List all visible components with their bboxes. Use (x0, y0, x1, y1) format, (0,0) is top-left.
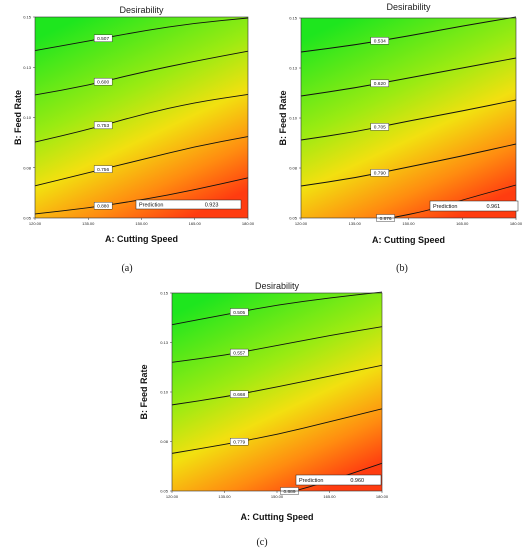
x-tick-label: 165.00 (323, 494, 336, 499)
y-tick-label: 0.10 (289, 116, 298, 121)
contour-line-0.779 (171, 408, 383, 454)
desirability-field (301, 18, 516, 218)
contour-line-0.880 (34, 177, 249, 215)
contour-label-box (370, 37, 389, 45)
y-axis-label: B: Feed Rate (13, 90, 23, 145)
contour-label: 0.790 (374, 171, 386, 177)
y-tick-label: 0.15 (160, 291, 169, 296)
x-tick-label: 180.00 (376, 494, 389, 499)
contour-label-box (370, 123, 389, 131)
contour-line-0.600 (34, 50, 249, 96)
contour-label: 0.505 (233, 310, 245, 316)
contour-label-box (229, 390, 249, 398)
y-axis-label: B: Feed Rate (278, 90, 288, 145)
prediction-label: Prediction (433, 204, 457, 210)
contour-label-box (93, 201, 113, 210)
x-tick-label: 120.00 (166, 494, 179, 499)
y-axis-label: B: Feed Rate (139, 364, 149, 419)
contour-line-0.756 (34, 136, 249, 187)
contour-label: 0.753 (97, 123, 109, 129)
contour-label-box (93, 121, 113, 130)
contour-line-0.557 (171, 326, 383, 363)
panel-caption: (b) (396, 263, 408, 274)
x-tick-label: 180.00 (510, 221, 523, 226)
contour-label: 0.534 (374, 39, 386, 45)
contour-label-box (93, 34, 113, 43)
desirability-field (172, 293, 382, 491)
y-tick-label: 0.10 (160, 390, 169, 395)
prediction-value: 0.961 (486, 204, 500, 210)
contour-label: 0.600 (97, 79, 109, 85)
x-tick-label: 180.00 (242, 221, 255, 226)
y-tick-label: 0.05 (160, 489, 169, 494)
x-axis-label: A: Cutting Speed (372, 235, 445, 245)
panel-caption: (c) (256, 537, 267, 548)
prediction-label: Prediction (139, 203, 163, 209)
y-tick-label: 0.13 (23, 65, 32, 70)
y-tick-label: 0.13 (160, 340, 169, 345)
y-tick-label: 0.08 (23, 165, 32, 170)
y-tick-label: 0.13 (289, 66, 298, 71)
contour-panel-a: 0.507 0.600 0.753 0.756 0.880 Desirability 120… (13, 5, 255, 274)
contour-label: 0.880 (97, 203, 109, 209)
x-tick-label: 135.00 (82, 221, 95, 226)
x-tick-label: 150.00 (271, 494, 284, 499)
x-tick-label: 135.00 (349, 221, 362, 226)
contour-panel-b: 0.534 0.620 0.705 0.790 0.876 Desirability 120… (278, 2, 523, 274)
contour-label-box (93, 77, 113, 86)
contour-label: 0.557 (233, 350, 245, 356)
contour-label: 0.756 (97, 167, 109, 173)
contour-label-box (229, 437, 249, 446)
contour-line-0.668 (171, 364, 383, 406)
contour-label-box (93, 165, 113, 173)
y-tick-label: 0.08 (289, 166, 298, 171)
contour-label-box (229, 308, 249, 316)
panel-caption: (a) (121, 263, 132, 274)
contour-line-0.507 (34, 17, 249, 52)
prediction-box (429, 200, 519, 212)
contour-label-box (370, 169, 389, 177)
contour-label: 0.620 (374, 81, 386, 87)
prediction-box (135, 199, 242, 210)
prediction-label: Prediction (299, 478, 323, 484)
y-tick-label: 0.10 (23, 115, 32, 120)
x-tick-label: 165.00 (456, 221, 469, 226)
contour-label-box (370, 79, 389, 88)
x-tick-label: 120.00 (29, 221, 42, 226)
contour-line-0.753 (34, 93, 249, 143)
x-axis-label: A: Cutting Speed (105, 234, 178, 244)
desirability-field (35, 17, 248, 218)
contour-label-box (229, 348, 249, 357)
contour-label: 0.779 (233, 439, 245, 445)
y-tick-label: 0.15 (23, 15, 32, 20)
y-tick-label: 0.05 (289, 216, 298, 221)
x-tick-label: 150.00 (135, 221, 148, 226)
contour-label: 0.876 (380, 216, 392, 222)
x-tick-label: 120.00 (295, 221, 308, 226)
contour-label: 0.668 (233, 392, 245, 398)
contour-label: 0.507 (97, 36, 109, 42)
prediction-value: 0.960 (350, 478, 364, 484)
y-tick-label: 0.15 (289, 16, 298, 21)
chart-title: Desirability (386, 2, 431, 12)
contour-label: 0.889 (283, 489, 295, 495)
prediction-box (295, 474, 382, 486)
contour-line-0.505 (171, 291, 383, 326)
contour-panel-c: 0.505 0.557 0.668 0.779 0.889 Desirability 120… (139, 281, 389, 548)
chart-title: Desirability (119, 5, 164, 15)
chart-title: Desirability (255, 281, 300, 291)
x-tick-label: 150.00 (402, 221, 415, 226)
x-tick-label: 135.00 (218, 494, 231, 499)
prediction-value: 0.923 (205, 203, 219, 209)
x-axis-label: A: Cutting Speed (241, 512, 314, 522)
x-tick-label: 165.00 (189, 221, 202, 226)
contour-label: 0.705 (374, 125, 386, 131)
y-tick-label: 0.08 (160, 439, 169, 444)
y-tick-label: 0.05 (23, 216, 32, 221)
